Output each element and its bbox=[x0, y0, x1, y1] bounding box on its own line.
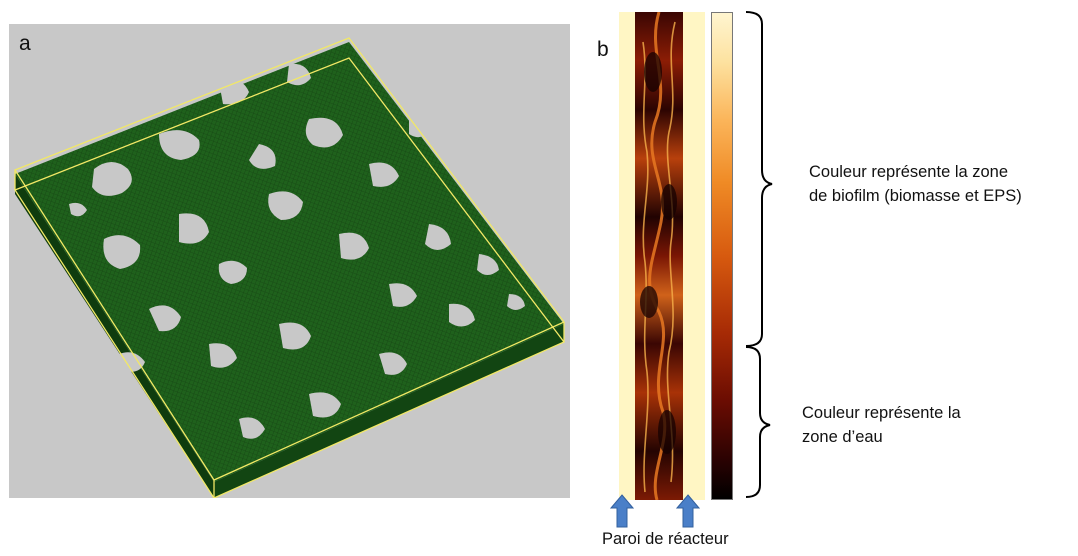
water-brace bbox=[745, 346, 771, 498]
heatmap-core bbox=[635, 12, 683, 500]
colorbar bbox=[711, 12, 733, 500]
pore-holes bbox=[69, 63, 525, 439]
panel-a-label: a bbox=[19, 32, 31, 55]
biofilm-annotation-line1: Couleur représente la zone bbox=[809, 163, 1009, 181]
water-annotation: Couleur représente la zone d’eau bbox=[802, 401, 961, 449]
biofilm-annotation: Couleur représente la zone de biofilm (b… bbox=[809, 160, 1022, 208]
up-arrow-icon bbox=[610, 494, 634, 528]
reactor-wall-label: Paroi de réacteur bbox=[602, 530, 729, 548]
biofilm-slab bbox=[15, 42, 564, 482]
biofilm-brace bbox=[745, 11, 773, 347]
up-arrow-icon bbox=[676, 494, 700, 528]
water-annotation-line2: zone d’eau bbox=[802, 428, 883, 446]
panel-b-label: b bbox=[597, 38, 609, 61]
bounding-box bbox=[14, 37, 566, 498]
biofilm-3d-render: a bbox=[9, 24, 570, 498]
cross-section-heatmap bbox=[619, 12, 705, 500]
biofilm-annotation-line2: de biofilm (biomasse et EPS) bbox=[809, 187, 1022, 205]
water-annotation-line1: Couleur représente la bbox=[802, 404, 961, 422]
